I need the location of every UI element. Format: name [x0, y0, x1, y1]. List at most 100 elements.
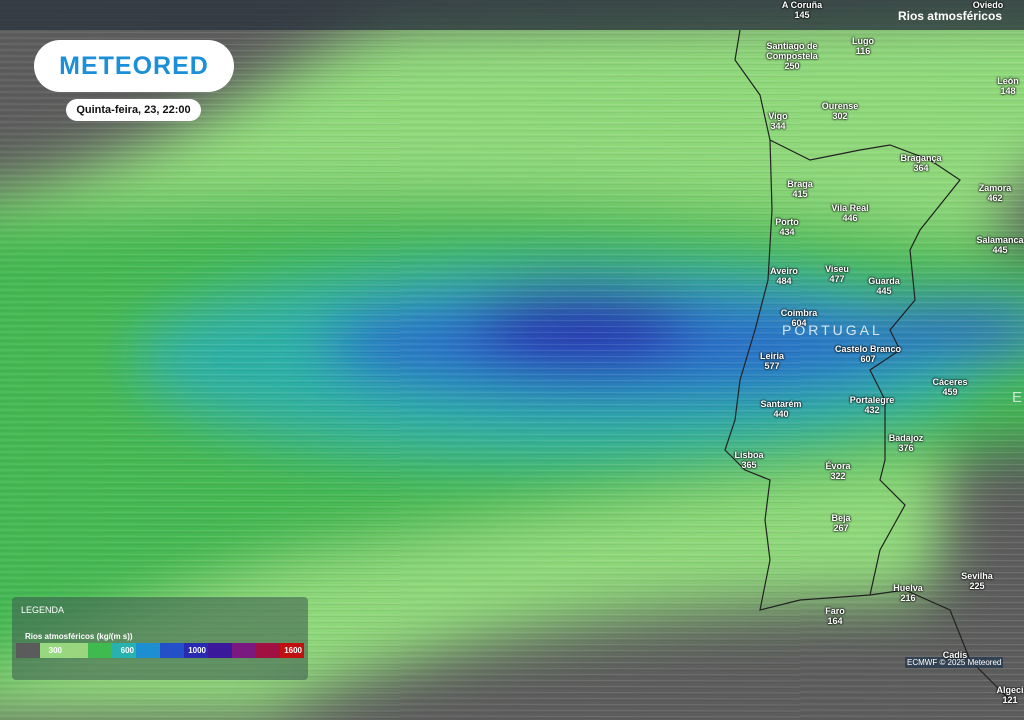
- city-label: Zamora 462: [979, 183, 1012, 203]
- city-label: Évora 322: [825, 461, 850, 481]
- city-name: Viseu: [825, 264, 849, 274]
- border: [769, 139, 961, 596]
- city-value: 216: [900, 593, 916, 603]
- city-name: Lugo: [852, 36, 874, 46]
- city-label: Oviedo: [973, 0, 1004, 10]
- city-name: Badajoz: [888, 433, 924, 443]
- city-name: Lisboa: [734, 450, 764, 460]
- city-value: 607: [860, 354, 876, 364]
- city-label: Cadis: [943, 650, 968, 660]
- city-label: Faro 164: [825, 606, 845, 626]
- city-value: 484: [776, 276, 792, 286]
- legend-swatch: [208, 643, 232, 658]
- city-value: 459: [942, 387, 958, 397]
- city-value: 440: [773, 409, 789, 419]
- city-name: Zamora: [978, 183, 1012, 193]
- city-value: 225: [969, 581, 985, 591]
- city-name: Portalegre: [849, 395, 895, 405]
- city-value: 267: [833, 523, 849, 533]
- city-name: Bragança: [900, 153, 942, 163]
- city-value: 344: [770, 121, 786, 131]
- city-value: 446: [842, 213, 858, 223]
- city-label: Guarda 445: [868, 276, 900, 296]
- city-name: Cadis: [942, 650, 968, 660]
- city-value: 364: [913, 163, 929, 173]
- city-name: Aveiro: [770, 266, 798, 276]
- city-label: Vigo 344: [768, 111, 787, 131]
- city-value: 445: [992, 245, 1008, 255]
- city-name: Faro: [825, 606, 845, 616]
- city-value: 445: [876, 286, 892, 296]
- layer-name[interactable]: Rios atmosféricos: [897, 9, 1002, 23]
- city-value: 164: [827, 616, 843, 626]
- city-label: Lugo 116: [852, 36, 874, 56]
- city-value: 148: [1000, 86, 1016, 96]
- legend-title: LEGENDA: [21, 605, 65, 615]
- city-label: Viseu 477: [825, 264, 849, 284]
- city-label: Coimbra 604: [781, 308, 818, 328]
- city-label: A Coruña 145: [782, 0, 822, 20]
- city-value: 432: [864, 405, 880, 415]
- city-name: Vigo: [768, 111, 788, 121]
- city-label: Ourense 302: [822, 101, 859, 121]
- city-label: Castelo Branco 607: [835, 344, 901, 364]
- city-label: Cáceres 459: [932, 377, 967, 397]
- city-label: Leiria 577: [760, 351, 784, 371]
- legend: LEGENDA Rios atmosféricos (kg/(m s)) 300…: [12, 597, 308, 680]
- legend-label: 1600: [284, 646, 302, 655]
- city-label: Santiago de Compostela 250: [760, 41, 824, 71]
- legend-swatch: [16, 643, 40, 658]
- city-name: Beja: [831, 513, 851, 523]
- credit: ECMWF © 2025 Meteored: [905, 657, 1004, 668]
- city-name: Évora: [825, 461, 851, 471]
- legend-label: 300: [48, 646, 62, 655]
- city-label: Santarém 440: [760, 399, 801, 419]
- city-name: Cáceres: [932, 377, 968, 387]
- city-label: Salamanca 445: [976, 235, 1023, 255]
- city-name: Castelo Branco: [834, 344, 902, 354]
- legend-bar: 300 600 1000 1600: [16, 643, 304, 658]
- legend-subtitle: Rios atmosféricos (kg/(m s)): [25, 632, 133, 641]
- coastline: [724, 29, 1011, 701]
- city-name: Braga: [787, 179, 813, 189]
- legend-swatch: 1000: [184, 643, 208, 658]
- date: Quinta-feira, 23, 22:00: [66, 99, 201, 121]
- legend-swatch: [64, 643, 88, 658]
- city-value: 116: [855, 46, 871, 56]
- logo[interactable]: METEORED: [34, 40, 234, 92]
- legend-swatch: [256, 643, 280, 658]
- city-name: Coimbra: [780, 308, 818, 318]
- city-name: Sevilha: [961, 571, 993, 581]
- city-name: León: [997, 76, 1019, 86]
- city-value: 434: [779, 227, 795, 237]
- city-name: Leiria: [759, 351, 785, 361]
- city-value: 415: [792, 189, 808, 199]
- legend-swatch: 300: [40, 643, 64, 658]
- city-label: Sevilha 225: [961, 571, 993, 591]
- city-value: 477: [829, 274, 845, 284]
- country-label: E: [1012, 389, 1023, 406]
- city-label: Lisboa 365: [734, 450, 763, 470]
- legend-label: 1000: [188, 646, 206, 655]
- city-name: A Coruña: [781, 0, 823, 10]
- city-value: 145: [794, 10, 810, 20]
- city-label: Badajoz 376: [889, 433, 924, 453]
- city-name: Ourense: [821, 101, 859, 111]
- legend-swatch: [160, 643, 184, 658]
- legend-swatch: 600: [112, 643, 136, 658]
- city-name: Santiago de Compostela: [766, 41, 818, 61]
- city-label: León 148: [997, 76, 1019, 96]
- legend-label: 600: [120, 646, 134, 655]
- legend-swatch: [88, 643, 112, 658]
- city-name: Oviedo: [972, 0, 1004, 10]
- city-value: 577: [764, 361, 780, 371]
- city-label: Porto 434: [775, 217, 799, 237]
- city-label: Portalegre 432: [850, 395, 895, 415]
- city-label: Vila Real 446: [831, 203, 868, 223]
- city-name: Guarda: [868, 276, 900, 286]
- city-value: 121: [1002, 695, 1018, 705]
- legend-swatch: [136, 643, 160, 658]
- city-value: 604: [791, 318, 807, 328]
- city-label: Huelva 216: [893, 583, 923, 603]
